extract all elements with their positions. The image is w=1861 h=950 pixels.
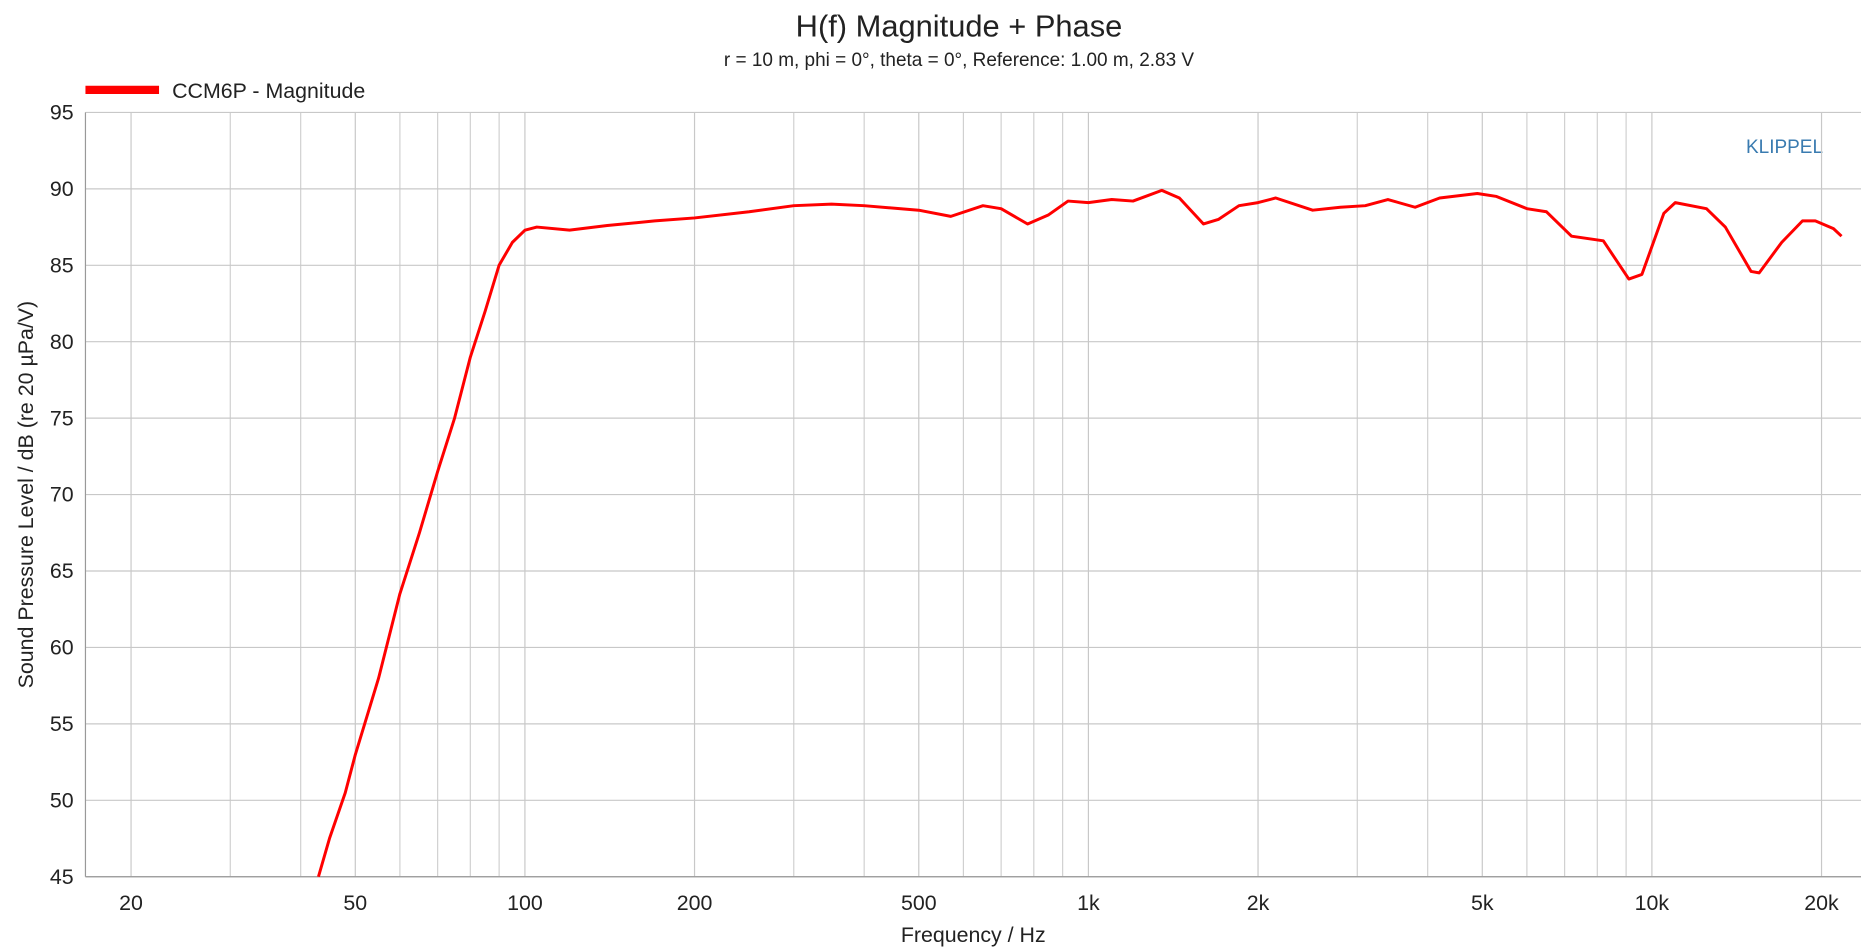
x-tick-label: 1k bbox=[1077, 891, 1100, 915]
y-axis-label: Sound Pressure Level / dB (re 20 µPa/V) bbox=[14, 301, 38, 688]
x-tick-label: 20k bbox=[1804, 891, 1839, 915]
y-tick-label: 70 bbox=[50, 483, 74, 507]
y-tick-label: 65 bbox=[50, 559, 74, 583]
x-tick-label: 20 bbox=[119, 891, 143, 915]
y-tick-label: 95 bbox=[50, 101, 74, 125]
x-tick-label: 200 bbox=[677, 891, 713, 915]
x-axis-label: Frequency / Hz bbox=[901, 923, 1046, 947]
y-tick-label: 80 bbox=[50, 330, 74, 354]
chart-subtitle: r = 10 m, phi = 0°, theta = 0°, Referenc… bbox=[724, 50, 1195, 71]
legend-label: CCM6P - Magnitude bbox=[172, 79, 365, 103]
y-tick-label: 90 bbox=[50, 177, 74, 201]
y-tick-label: 60 bbox=[50, 636, 74, 660]
series-line bbox=[317, 188, 1843, 878]
y-tick-label: 55 bbox=[50, 712, 74, 736]
y-tick-label: 45 bbox=[50, 865, 74, 889]
x-tick-label: 2k bbox=[1247, 891, 1270, 915]
x-tick-label: 100 bbox=[507, 891, 543, 915]
y-tick-label: 50 bbox=[50, 788, 74, 812]
y-tick-label: 75 bbox=[50, 406, 74, 430]
x-tick-label: 10k bbox=[1635, 891, 1670, 915]
y-tick-label: 85 bbox=[50, 253, 74, 277]
x-tick-label: 500 bbox=[901, 891, 937, 915]
watermark: KLIPPEL bbox=[1746, 137, 1823, 158]
x-tick-label: 50 bbox=[343, 891, 367, 915]
chart-title: H(f) Magnitude + Phase bbox=[796, 8, 1123, 43]
x-tick-label: 5k bbox=[1471, 891, 1494, 915]
